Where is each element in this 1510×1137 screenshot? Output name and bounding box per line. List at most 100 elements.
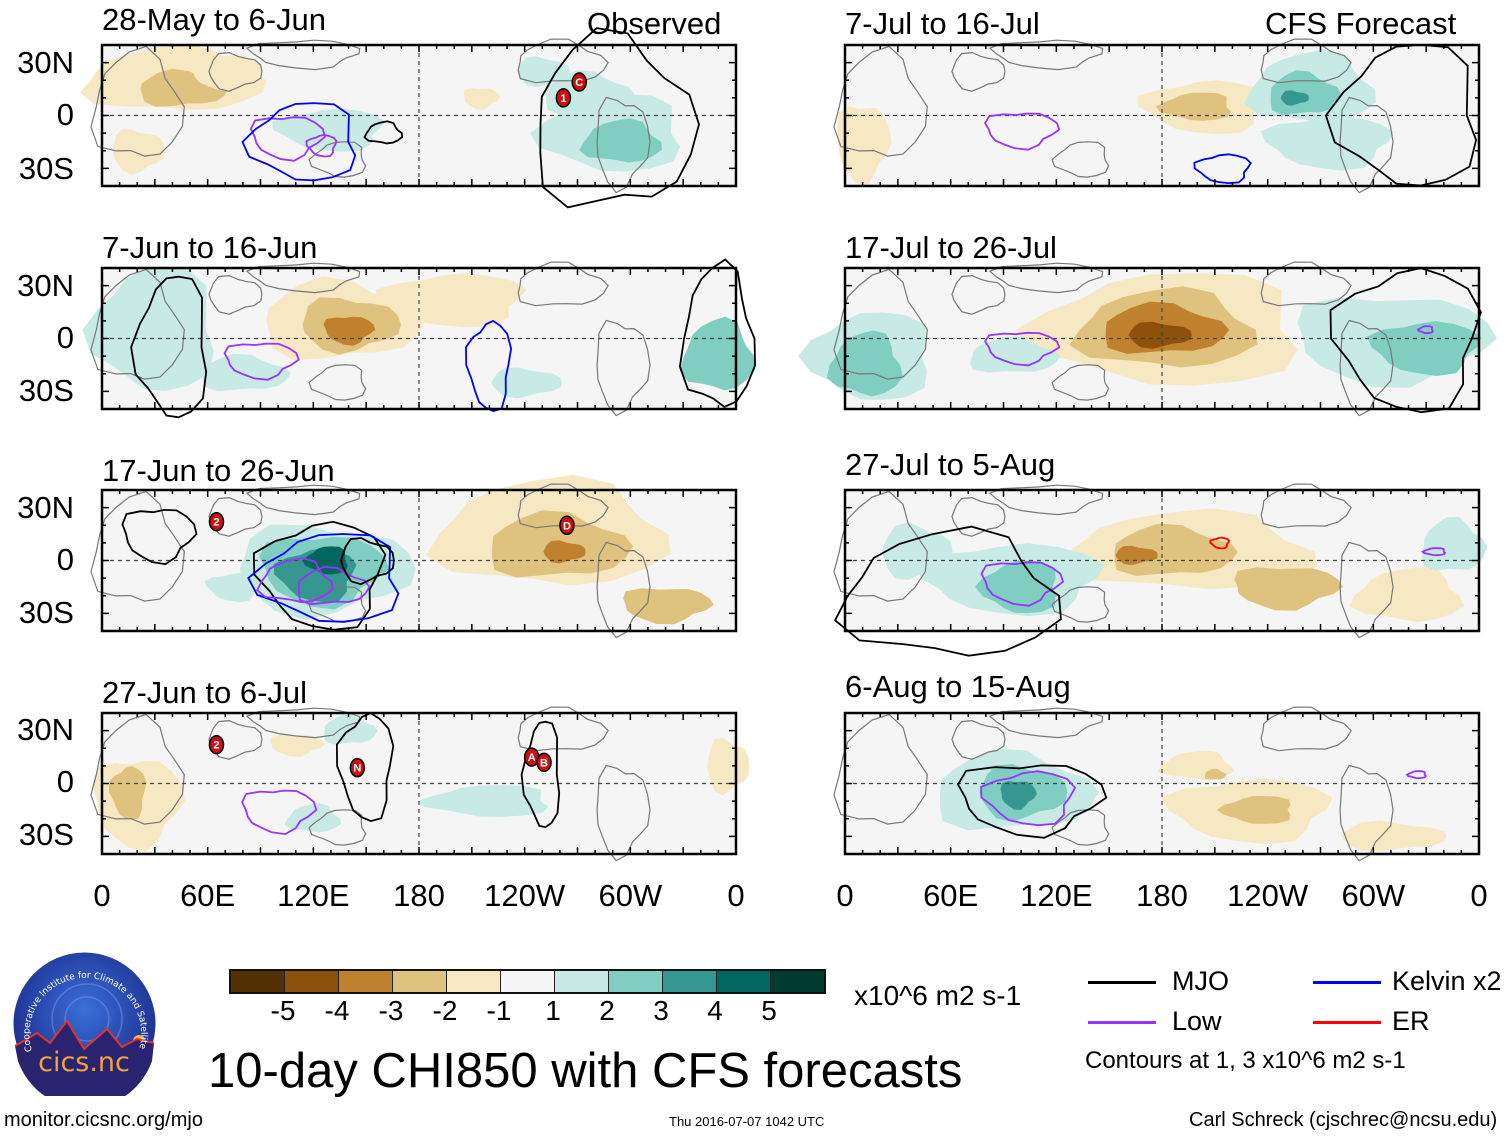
legend-er-label: ER: [1392, 1006, 1430, 1036]
panel-title: 27-Jun to 6-Jul: [102, 675, 308, 710]
storm-label: 2: [213, 517, 219, 529]
coastline: [90, 268, 185, 380]
storm-marker-icon: [349, 757, 366, 778]
coastline: [208, 274, 263, 315]
anomaly-shading: [837, 105, 892, 186]
figure-title: 10-day CHI850 with CFS forecasts: [208, 1044, 963, 1098]
anomaly-shading: [1422, 516, 1488, 571]
mjo-contour: [956, 764, 1108, 839]
low-contour: [249, 116, 327, 162]
footer-timestamp: Thu 2016-07-07 1042 UTC: [669, 1114, 825, 1129]
map-frame: [100, 43, 738, 188]
storm-label: 2: [213, 740, 219, 752]
low-contour: [984, 331, 1061, 367]
anomaly-shading: [1349, 567, 1464, 622]
colorbar-tick: 1: [545, 995, 561, 1026]
forecast-label: CFS Forecast: [1265, 6, 1457, 41]
map-panel: [833, 706, 1481, 862]
colorbar-tick: -2: [432, 995, 458, 1026]
lat-label: 30N: [17, 268, 74, 303]
map-frame: [843, 711, 1481, 856]
colorbar-units: x10^6 m2 s-1: [854, 980, 1022, 1011]
coastline: [245, 707, 361, 739]
map-frame: [843, 488, 1481, 633]
cics-logo: Cooperative Institute for Climate and Sa…: [10, 944, 157, 1109]
coastline: [1051, 809, 1110, 846]
anomaly-shading: [517, 56, 571, 88]
mjo-contour: [121, 508, 198, 566]
coastline: [308, 809, 367, 846]
coastline: [1051, 586, 1110, 623]
panel-title: 17-Jun to 26-Jun: [102, 453, 335, 488]
coastline: [208, 496, 263, 537]
lat-label: 0: [56, 764, 74, 799]
lon-label: 120E: [277, 878, 350, 913]
coastline: [1339, 764, 1394, 862]
lon-label: 180: [393, 878, 445, 913]
lat-label: 30S: [18, 817, 74, 852]
observed-label: Observed: [587, 6, 722, 41]
coastline: [245, 484, 361, 516]
anomaly-shading: [579, 118, 662, 163]
coastline: [1339, 96, 1394, 194]
anomaly-shading: [1000, 781, 1037, 810]
storm-marker-icon: [208, 511, 225, 532]
coastline: [90, 713, 185, 825]
coastline: [208, 719, 263, 760]
mjo-contour: [520, 720, 561, 829]
storm-label: 1: [560, 93, 566, 105]
lon-label: 0: [836, 878, 854, 913]
legend-low-label: Low: [1172, 1006, 1222, 1036]
colorbar: [229, 969, 826, 994]
low-contour: [980, 561, 1065, 607]
footer-url[interactable]: monitor.cicsnc.org/mjo: [4, 1109, 203, 1131]
low-contour: [241, 789, 318, 836]
panel-title: 28-May to 6-Jun: [102, 2, 326, 37]
anomaly-shading: [1367, 321, 1482, 376]
lon-label: 60W: [1341, 878, 1406, 913]
anomaly-shading: [969, 336, 1061, 373]
lon-label: 0: [727, 878, 745, 913]
storm-label: N: [353, 763, 361, 775]
coastline: [951, 719, 1006, 760]
anomaly-shading: [1128, 321, 1192, 349]
coastline: [90, 45, 185, 157]
mjo-contour: [539, 27, 700, 209]
lon-label: 60E: [180, 878, 236, 913]
coastline: [596, 319, 651, 417]
colorbar-swatch: [717, 971, 771, 992]
legend-mjo-line: [1088, 981, 1156, 984]
map-frame: [843, 43, 1481, 188]
mjo-contour: [252, 520, 387, 631]
storm-marker-icon: [555, 88, 572, 108]
low-contour: [1405, 770, 1427, 780]
mjo-contour: [130, 275, 208, 419]
map-frame: [843, 266, 1481, 411]
coastline: [1339, 319, 1394, 417]
lat-label: 30N: [17, 712, 74, 747]
anomaly-shading: [376, 273, 527, 328]
storm-marker-icon: [559, 515, 575, 535]
anomaly-shading: [543, 540, 586, 564]
legend-er-line: [1313, 1021, 1381, 1024]
lon-label: 60W: [598, 878, 663, 913]
contour-note: Contours at 1, 3 x10^6 m2 s-1: [1085, 1047, 1406, 1074]
map-panel: [82, 258, 757, 419]
colorbar-swatch: [771, 971, 824, 992]
lat-label: 0: [56, 542, 74, 577]
colorbar-tick: -3: [378, 995, 404, 1026]
anomaly-shading: [270, 734, 325, 757]
mjo-contour: [1324, 43, 1478, 187]
colorbar-swatch: [609, 971, 663, 992]
panel-title: 27-Jul to 5-Aug: [845, 447, 1056, 482]
coastline: [1339, 541, 1394, 639]
anomaly-shading: [463, 88, 500, 110]
colorbar-swatch: [501, 971, 555, 992]
coastline: [1051, 141, 1110, 178]
coastline: [988, 707, 1104, 739]
low-contour: [1416, 325, 1434, 335]
lat-label: 30N: [17, 45, 74, 80]
low-contour: [256, 557, 334, 604]
